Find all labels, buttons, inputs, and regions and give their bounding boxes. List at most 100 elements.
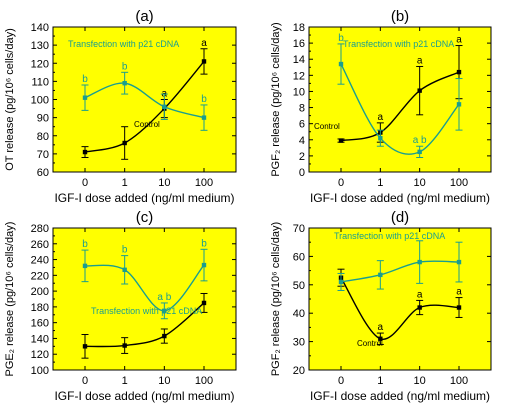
series-line-transfection xyxy=(84,264,205,312)
data-point-control xyxy=(456,69,462,75)
series-line-transfection xyxy=(84,82,205,119)
plot-area xyxy=(52,227,237,371)
x-tick-label: 0 xyxy=(338,375,344,387)
y-tick-label: 30 xyxy=(293,337,305,349)
series-line-control xyxy=(84,60,205,153)
y-tick-label: 100 xyxy=(31,95,49,107)
x-axis-title: IGF-I dose added (ng/ml medium) xyxy=(310,191,490,205)
x-tick-label: 10 xyxy=(414,375,426,387)
y-axis-title: OT release (pg/10⁶ cells/day) xyxy=(4,28,16,171)
y-tick-label: 40 xyxy=(293,308,305,320)
y-tick-label: 70 xyxy=(37,149,49,161)
data-point-control xyxy=(338,138,344,143)
y-tick-label: 280 xyxy=(31,223,49,235)
significance-letter: a b xyxy=(413,135,427,146)
x-tick-label: 100 xyxy=(450,375,468,387)
data-point-transfection xyxy=(417,149,422,155)
significance-letter: a xyxy=(417,289,423,300)
data-point-control xyxy=(162,333,167,339)
data-point-transfection xyxy=(122,267,127,273)
y-tick-label: 140 xyxy=(31,333,49,345)
series-line-control xyxy=(340,71,460,142)
y-tick-label: 70 xyxy=(293,223,305,235)
y-tick-label: 2 xyxy=(299,151,305,163)
series-label-control: Control xyxy=(314,122,340,131)
x-tick-label: 1 xyxy=(377,375,383,387)
data-point-control xyxy=(82,149,88,155)
y-tick-label: 160 xyxy=(31,318,49,330)
data-point-transfection xyxy=(201,262,207,268)
data-point-control xyxy=(201,300,207,306)
data-point-transfection xyxy=(82,95,88,100)
chart-panel-3: 100 120 140 160 180 200 220 240 260 280 0 1 10 100 IGF… xyxy=(4,209,237,403)
significance-letter: b xyxy=(82,239,88,250)
data-point-control xyxy=(122,140,127,146)
significance-letter: b xyxy=(201,94,207,105)
x-axis-title: IGF-I dose added (ng/ml medium) xyxy=(54,389,234,403)
significance-letter: b xyxy=(201,238,207,249)
y-axis-title: PGF₂ release (pg/10⁶ cells/day) xyxy=(270,222,282,376)
y-tick-label: 120 xyxy=(31,58,49,70)
significance-letter: b xyxy=(338,33,344,44)
series-label-control: Control xyxy=(357,339,383,348)
series-label-control: Control xyxy=(134,120,160,129)
x-axis-title: IGF-I dose added (ng/ml medium) xyxy=(54,191,234,205)
x-tick-label: 100 xyxy=(195,375,213,387)
x-tick-label: 10 xyxy=(414,177,426,189)
significance-letter: a xyxy=(378,322,384,333)
significance-letter: b xyxy=(122,245,128,256)
x-tick-label: 10 xyxy=(158,375,170,387)
series-line-control xyxy=(84,302,205,348)
significance-letter: a xyxy=(417,55,423,66)
y-tick-label: 80 xyxy=(37,131,49,143)
y-tick-label: 260 xyxy=(31,239,49,251)
x-tick-label: 1 xyxy=(377,177,383,189)
plot-area xyxy=(308,227,492,371)
data-point-transfection xyxy=(162,104,167,109)
y-tick-label: 8 xyxy=(299,103,305,115)
series-label-transfection: Transfection with p21 cDNA xyxy=(334,231,445,241)
y-tick-label: 130 xyxy=(31,40,49,52)
series-label-transfection: Transfection with p21 cDNA xyxy=(343,39,454,49)
x-tick-label: 100 xyxy=(195,177,213,189)
chart-panel-2: 0 2 4 6 8 10 12 14 16 18 0 1 10 100 IGF-I dose added (… xyxy=(270,8,492,205)
data-point-transfection xyxy=(162,308,167,314)
panel-label: (b) xyxy=(391,8,409,25)
data-point-transfection xyxy=(201,115,207,120)
series-label-transfection: Transfection with p21 cDNA xyxy=(68,39,179,49)
data-point-transfection xyxy=(82,263,88,269)
y-tick-label: 4 xyxy=(299,135,305,147)
x-tick-label: 0 xyxy=(82,375,88,387)
y-tick-label: 0 xyxy=(299,167,305,179)
y-axis-title: PGE₂ release (pg/10⁶ cells/day) xyxy=(4,222,16,377)
y-tick-label: 200 xyxy=(31,286,49,298)
y-axis-title: PGF₂ release (pg/10⁶ cells/day) xyxy=(270,22,282,176)
y-tick-label: 180 xyxy=(31,302,49,314)
series-label-transfection: Transfection with p21 cDNA xyxy=(91,306,202,316)
panel-label: (a) xyxy=(135,8,153,25)
x-tick-label: 1 xyxy=(122,375,128,387)
significance-letter: a xyxy=(378,112,384,123)
x-tick-label: 1 xyxy=(122,177,128,189)
y-tick-label: 50 xyxy=(293,280,305,292)
y-tick-label: 18 xyxy=(293,22,305,34)
panel-label: (c) xyxy=(136,209,154,226)
data-point-control xyxy=(456,305,462,310)
y-tick-label: 60 xyxy=(37,167,49,179)
significance-letter: a xyxy=(201,38,207,49)
data-point-transfection xyxy=(338,279,344,285)
data-point-control xyxy=(122,343,127,348)
y-tick-label: 12 xyxy=(293,70,305,82)
series-line-control xyxy=(340,277,460,340)
y-tick-label: 20 xyxy=(293,365,305,377)
data-point-transfection xyxy=(417,259,422,265)
series-line-transfection xyxy=(340,63,460,155)
panel-label: (d) xyxy=(391,209,409,226)
data-point-transfection xyxy=(122,80,127,86)
data-point-transfection xyxy=(378,135,383,141)
y-tick-label: 220 xyxy=(31,270,49,282)
data-point-transfection xyxy=(338,61,344,67)
y-tick-label: 6 xyxy=(299,119,305,131)
